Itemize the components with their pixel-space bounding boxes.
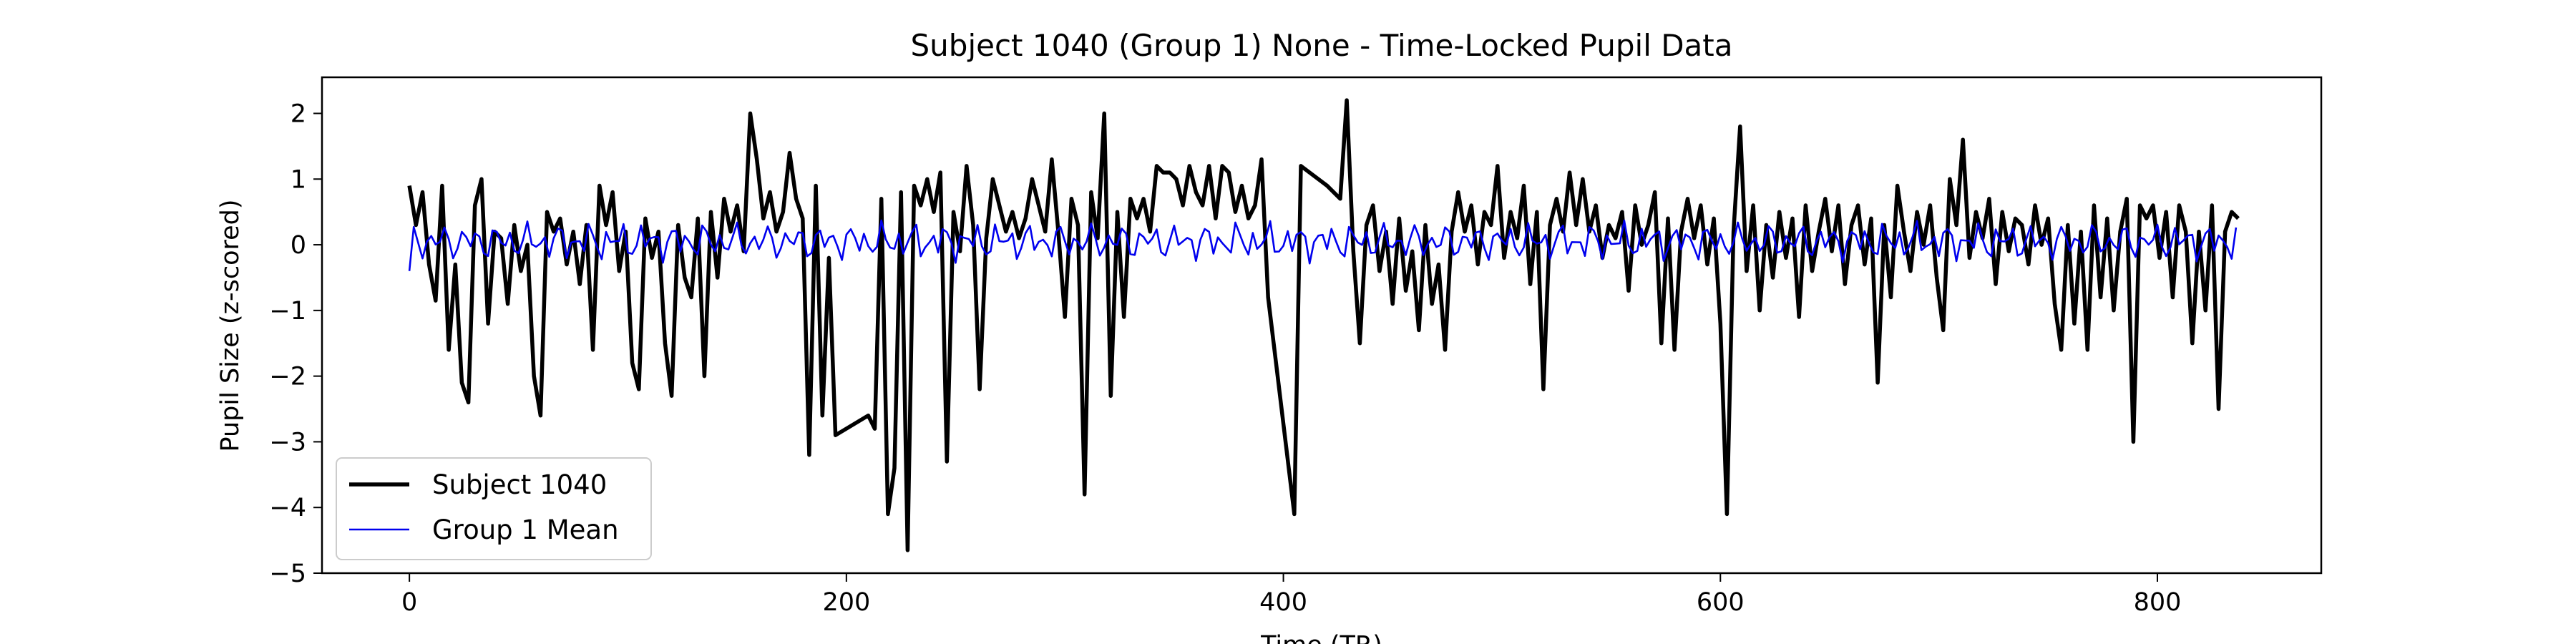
x-axis-label: Time (TR): [1260, 631, 1382, 644]
legend-label-subject: Subject 1040: [432, 469, 607, 500]
y-tick-label: 0: [291, 231, 306, 260]
chart-title: Subject 1040 (Group 1) None - Time-Locke…: [911, 28, 1733, 63]
x-tick-label: 400: [1259, 588, 1307, 617]
y-tick-label: −3: [269, 428, 306, 457]
x-tick-label: 200: [822, 588, 870, 617]
y-axis-label: Pupil Size (z-scored): [216, 199, 245, 452]
legend: Subject 1040 Group 1 Mean: [336, 457, 652, 560]
y-tick-label: 2: [291, 99, 306, 128]
legend-box: [336, 457, 652, 560]
y-tick-label: −5: [269, 560, 306, 588]
x-tick-label: 600: [1697, 588, 1745, 617]
y-tick-label: −4: [269, 494, 306, 522]
x-tick-label: 0: [401, 588, 417, 617]
legend-label-group-mean: Group 1 Mean: [432, 514, 619, 545]
y-tick-label: −1: [269, 297, 306, 326]
x-tick-label: 800: [2134, 588, 2182, 617]
series-line-subject-1040: [407, 98, 2240, 552]
series-line-group-1-mean: [408, 219, 2238, 271]
y-tick-label: 1: [291, 165, 306, 194]
y-tick-label: −2: [269, 363, 306, 391]
plot-frame: [321, 76, 2323, 575]
